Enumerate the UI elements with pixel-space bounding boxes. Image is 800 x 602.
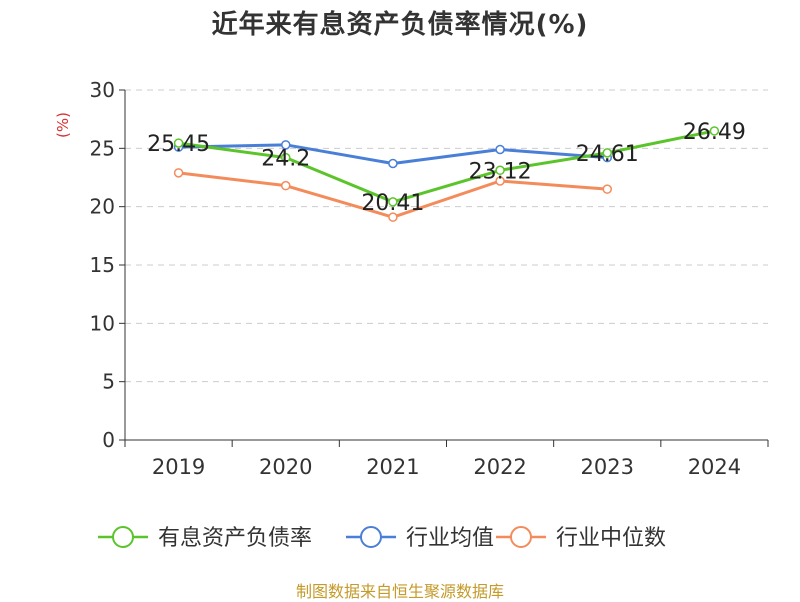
data-point-2 — [388, 212, 398, 222]
x-tick-label: 2022 — [473, 455, 526, 479]
data-point-2 — [281, 180, 291, 191]
y-tick-label: 30 — [90, 78, 115, 102]
data-label: 24.2 — [261, 147, 310, 172]
legend-label: 行业均值 — [406, 526, 494, 551]
data-point-1 — [388, 158, 398, 169]
x-tick-label: 2020 — [259, 455, 312, 479]
data-label: 26.49 — [683, 120, 746, 145]
y-tick-label: 20 — [90, 195, 115, 219]
data-label: 25.45 — [147, 132, 210, 157]
chart-title: 近年来有息资产负债率情况(%) — [211, 10, 589, 40]
legend-marker — [510, 526, 532, 548]
legend-marker — [360, 526, 382, 548]
x-tick-label: 2023 — [581, 455, 634, 479]
y-tick-label: 5 — [102, 370, 115, 394]
data-label: 20.41 — [361, 191, 424, 216]
data-label: 23.12 — [469, 159, 532, 184]
legend-label: 有息资产负债率 — [158, 526, 312, 551]
data-point-0 — [281, 152, 291, 163]
y-tick-label: 15 — [90, 253, 115, 277]
y-tick-label: 0 — [102, 428, 115, 452]
y-tick-label: 25 — [90, 136, 115, 160]
legend-marker — [112, 526, 134, 548]
legend-label: 行业中位数 — [556, 526, 666, 551]
x-tick-label: 2019 — [152, 455, 205, 479]
series-line-0 — [178, 129, 715, 204]
data-point-2 — [602, 184, 612, 194]
data-point-1 — [495, 144, 505, 155]
data-point-2 — [495, 176, 505, 186]
x-tick-label: 2021 — [366, 455, 419, 479]
data-point-0 — [602, 148, 612, 158]
data-point-1 — [281, 140, 291, 150]
data-point-2 — [173, 168, 184, 178]
data-point-0 — [388, 197, 398, 207]
data-source-note: 制图数据来自恒生聚源数据库 — [295, 582, 504, 601]
data-point-0 — [173, 138, 184, 148]
y-tick-label: 10 — [90, 311, 115, 335]
x-tick-label: 2024 — [688, 455, 741, 479]
data-label: 24.61 — [576, 142, 639, 167]
y-axis-label: (%) — [54, 112, 72, 138]
data-point-0 — [709, 126, 720, 136]
data-point-0 — [495, 165, 505, 176]
